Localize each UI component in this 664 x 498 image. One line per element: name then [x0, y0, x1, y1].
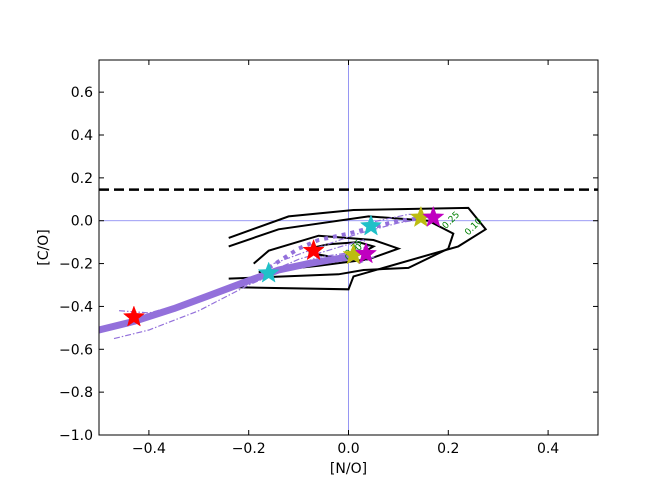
y-tick-label: 0.4 — [71, 128, 93, 144]
x-axis-label: [N/O] — [330, 461, 367, 477]
star-marker — [359, 214, 383, 236]
y-tick-label: −0.4 — [59, 299, 93, 315]
x-tick-label: 0.4 — [537, 441, 559, 457]
plot-area: 0.100.250.500.75 — [99, 60, 598, 435]
contour-label: 0.10 — [463, 216, 484, 237]
star-marker — [354, 242, 378, 264]
star-marker — [122, 305, 146, 327]
y-tick-label: 0.6 — [71, 85, 93, 101]
contour-line — [228, 215, 455, 280]
track-dashdot-line — [118, 239, 370, 314]
x-tick-label: −0.2 — [232, 441, 266, 457]
contour-line — [253, 234, 402, 274]
y-tick-label: −0.8 — [59, 385, 93, 401]
y-axis-label: [C/O] — [36, 229, 52, 265]
star-marker — [422, 205, 445, 227]
track-thick-line — [99, 253, 352, 334]
contour-line — [228, 206, 488, 291]
y-tick-label: −0.6 — [59, 342, 93, 358]
y-tick-label: −0.2 — [59, 257, 93, 273]
y-tick-label: 0.0 — [71, 214, 93, 230]
star-marker — [257, 261, 280, 283]
x-tick-label: −0.4 — [132, 441, 166, 457]
y-tick-label: 0.2 — [71, 171, 93, 187]
star-marker — [302, 238, 325, 261]
track-dashdot-line — [113, 252, 376, 340]
y-tick-label: −1.0 — [59, 428, 93, 444]
x-tick-label: 0.2 — [437, 441, 459, 457]
x-tick-label: 0.0 — [337, 441, 359, 457]
